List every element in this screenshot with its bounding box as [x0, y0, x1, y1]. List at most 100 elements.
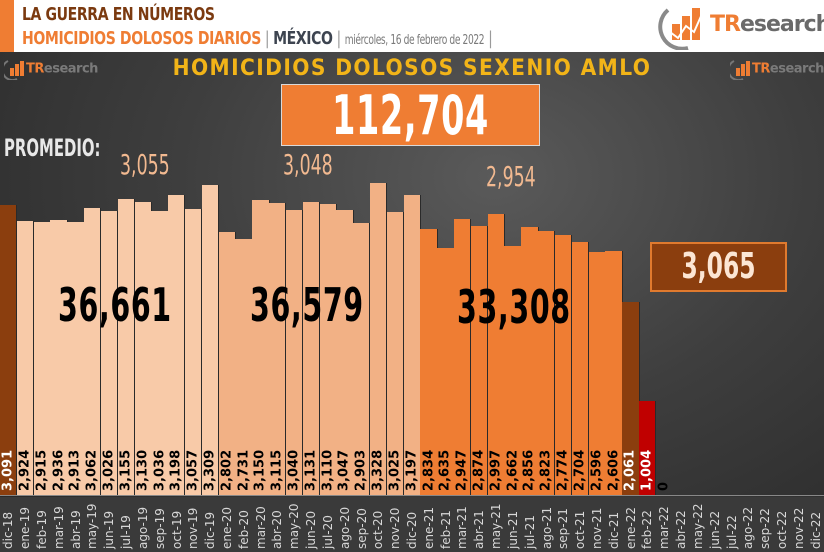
header-country: MÉXICO	[273, 28, 333, 49]
promedio-label: PROMEDIO:	[4, 134, 101, 162]
bar: 2,731	[235, 239, 253, 495]
chart-logo-icon	[4, 60, 24, 80]
bar: 3,040	[285, 210, 304, 495]
bar-value-label: 3,091	[0, 449, 16, 491]
tresearch-logo-small-right: TResearch	[730, 58, 824, 84]
total-box: 112,704	[281, 84, 540, 147]
bar-value-label: 3,197	[404, 449, 420, 491]
header-title: LA GUERRA EN NÚMEROS	[22, 4, 215, 25]
header-date: miércoles, 16 de febrero de 2022	[344, 33, 485, 48]
tresearch-logo: TResearch	[658, 0, 824, 52]
x-axis-label: feb-20	[236, 510, 251, 549]
x-axis-label: ago-21	[539, 506, 554, 549]
bar: 2,061	[622, 301, 640, 495]
bar-value-label: 3,155	[118, 449, 134, 491]
x-axis-label: ago-20	[337, 506, 352, 549]
x-axis-label: oct-19	[169, 510, 184, 549]
bar: 2,874	[470, 225, 489, 495]
bar-value-label: 3,110	[320, 449, 336, 491]
separator: |	[264, 28, 270, 49]
x-axis-label: nov-19	[186, 507, 201, 549]
x-axis-label: abr-21	[472, 510, 487, 549]
bar: 2,856	[521, 227, 539, 495]
bar-value-label: 3,150	[252, 449, 268, 491]
bar: 3,130	[134, 201, 152, 495]
x-axis-label: sep-22	[758, 508, 773, 549]
x-axis-label: abr-22	[674, 510, 689, 549]
bar-value-label: 2,635	[437, 449, 453, 491]
x-axis-label: feb-22	[640, 510, 655, 549]
sum-2019: 36,661	[58, 278, 172, 332]
x-axis-label: dic-20	[404, 511, 419, 549]
x-axis-label: jun-20	[304, 510, 319, 549]
bar: 3,036	[151, 210, 169, 495]
x-axis-label: dic-22	[808, 511, 823, 549]
x-axis-label: abr-19	[68, 510, 83, 549]
logo-text: TResearch	[710, 12, 824, 37]
x-axis-label: ago-19	[135, 506, 150, 549]
bar: 3,047	[336, 209, 354, 495]
x-axis-label: dic-18	[1, 511, 16, 549]
x-axis-label: mar-19	[51, 506, 66, 549]
bar-value-label: 2,997	[488, 449, 504, 491]
bar-value-label: 3,309	[202, 449, 218, 491]
bar: 2,936	[50, 219, 68, 495]
x-axis-label: sep-20	[354, 508, 369, 549]
bar: 2,662	[504, 245, 522, 495]
bar-value-label: 2,913	[67, 449, 83, 491]
header: LA GUERRA EN NÚMEROS HOMICIDIOS DOLOSOS …	[0, 0, 824, 52]
bar: 3,057	[184, 208, 203, 495]
bar: 2,915	[33, 221, 51, 495]
bar-value-label: 2,823	[538, 449, 554, 491]
x-axis-label: jun-21	[505, 510, 520, 549]
bar-value-label: 3,036	[152, 449, 167, 491]
bar: 3,115	[269, 203, 287, 495]
bar: 2,924	[16, 221, 35, 495]
bar-value-label: 3,047	[336, 449, 352, 491]
chart-logo-icon	[658, 8, 703, 50]
tresearch-logo-small-left: TResearch	[4, 58, 98, 84]
x-axis-label: may-21	[489, 503, 504, 549]
current-average-value: 3,065	[681, 246, 756, 287]
x-axis-label: jul-19	[119, 515, 134, 549]
header-accent-stripe	[0, 0, 14, 52]
bar: 3,025	[386, 211, 405, 495]
x-axis-label: oct-22	[774, 510, 789, 549]
separator: |	[488, 28, 493, 49]
bar-value-label: 2,834	[421, 449, 437, 491]
bar-value-label: 2,704	[572, 449, 588, 491]
bar-value-label: 0	[656, 481, 672, 491]
bar: 3,091	[0, 205, 18, 495]
current-average-box: 3,065	[650, 242, 787, 292]
bar: 2,834	[420, 229, 438, 495]
bar: 3,110	[319, 203, 337, 495]
sum-2020: 36,579	[250, 278, 364, 332]
bar: 3,062	[84, 208, 102, 495]
bar-value-label: 2,874	[471, 449, 487, 491]
bar-value-label: 2,662	[505, 449, 521, 491]
bar-value-label: 2,606	[606, 449, 622, 491]
bar: 3,026	[100, 211, 119, 495]
separator: |	[336, 28, 341, 49]
bar-value-label: 2,802	[219, 449, 235, 491]
bar-value-label: 3,057	[185, 449, 201, 491]
x-axis-label: dic-19	[203, 511, 218, 549]
x-axis-label: mar-21	[455, 506, 470, 549]
bar-value-label: 1,004	[639, 449, 655, 491]
bar: 3,198	[168, 195, 186, 495]
chart-title: HOMICIDIOS DOLOSOS SEXENIO AMLO	[172, 56, 652, 81]
average-2021: 2,954	[486, 160, 536, 193]
bar: 3,197	[403, 195, 421, 495]
x-axis-label: ene-19	[18, 507, 33, 549]
bar: 3,131	[302, 201, 320, 495]
bar-value-label: 2,774	[555, 449, 571, 491]
bar: 3,155	[117, 199, 136, 495]
bar-value-label: 3,040	[286, 449, 302, 491]
bar: 2,606	[605, 250, 623, 495]
bar-value-label: 3,062	[84, 449, 100, 491]
bar-value-label: 3,025	[387, 449, 403, 491]
x-axis-label: oct-21	[573, 510, 588, 549]
x-axis-label: mar-22	[657, 506, 672, 549]
bar-value-label: 2,061	[622, 449, 638, 491]
x-axis-line	[0, 495, 824, 496]
